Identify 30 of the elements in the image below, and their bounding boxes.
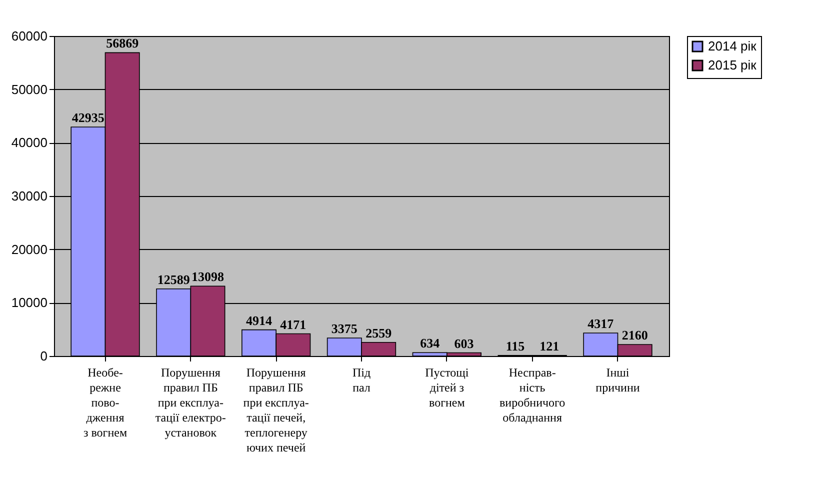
x-tick-label: Несправ- ність виробничого обладнання bbox=[499, 366, 566, 424]
legend-label: 2015 рік bbox=[708, 58, 757, 72]
legend-label: 2014 рік bbox=[708, 38, 757, 54]
data-label: 4317 bbox=[588, 316, 614, 331]
data-label: 115 bbox=[506, 338, 526, 354]
data-label: 2160 bbox=[622, 327, 648, 342]
data-label: 13098 bbox=[192, 269, 224, 284]
x-tick-label: Порушення правил ПБ при експлуа- тації печей, теплогенеру ючих печей bbox=[243, 366, 309, 454]
x-tick-label: Інші причини bbox=[596, 366, 640, 394]
data-label: 4171 bbox=[280, 316, 306, 332]
y-tick-label: 10000 bbox=[11, 295, 48, 310]
y-tick-label: 60000 bbox=[11, 28, 48, 44]
data-label: 3375 bbox=[331, 321, 358, 336]
data-label: 56869 bbox=[106, 36, 140, 51]
x-tick-label: Необе- режне пово- дження з вогнем bbox=[83, 366, 128, 440]
x-tick-label: Під пал bbox=[352, 366, 371, 394]
y-tick-label: 50000 bbox=[11, 82, 48, 97]
data-label: 2559 bbox=[366, 325, 392, 340]
data-label: 4914 bbox=[246, 312, 272, 328]
y-tick-label: 40000 bbox=[11, 135, 48, 150]
y-tick-label: 0 bbox=[40, 348, 48, 364]
y-tick-label: 20000 bbox=[11, 242, 48, 257]
data-label: 634 bbox=[420, 336, 440, 351]
x-tick-label: Пустощі дітей з вогнем bbox=[425, 366, 470, 410]
y-tick-label: 30000 bbox=[11, 188, 48, 204]
data-label: 603 bbox=[454, 336, 474, 351]
data-label: 12589 bbox=[157, 272, 190, 287]
data-label: 42935 bbox=[72, 110, 105, 126]
x-tick-label: Порушення правил ПБ при експлуа- тації електро- установок bbox=[155, 366, 226, 440]
data-label: 121 bbox=[540, 338, 560, 354]
